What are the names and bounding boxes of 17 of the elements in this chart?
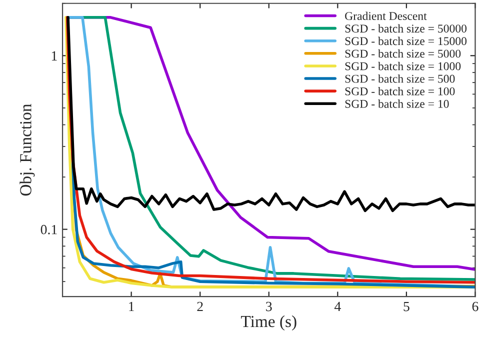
y-tick-label: 0.1 [40, 224, 57, 234]
x-tick-label: 2 [197, 302, 203, 312]
legend-label: SGD - batch size = 10 [345, 100, 449, 108]
x-axis-title: Time (s) [241, 315, 296, 331]
y-axis-title: Obj. Function [20, 104, 35, 196]
x-tick-label: 3 [266, 302, 272, 312]
x-tick-label: 1 [129, 302, 134, 312]
x-tick-label: 5 [404, 302, 410, 312]
legend-label: SGD - batch size = 5000 [345, 49, 461, 58]
legend-label: SGD - batch size = 100 [345, 87, 455, 96]
x-tick-label: 6 [472, 302, 478, 312]
legend-label: Gradient Descent [345, 12, 427, 20]
x-tick-label: 4 [334, 302, 341, 312]
legend-label: SGD - batch size = 500 [345, 74, 455, 83]
legend-label: SGD - batch size = 1000 [345, 62, 461, 70]
legend-label: SGD - batch size = 50000 [345, 24, 467, 33]
legend-label: SGD - batch size = 15000 [345, 36, 467, 46]
